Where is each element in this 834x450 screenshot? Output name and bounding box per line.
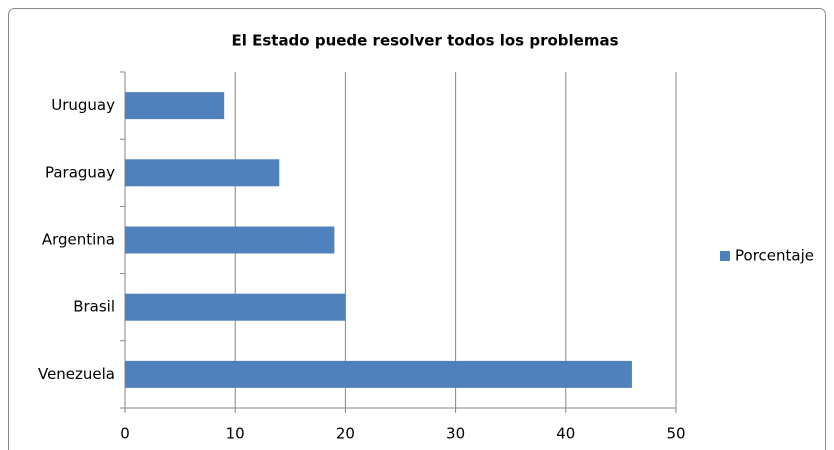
bar [125,293,346,321]
y-tick-label: Venezuela [38,365,115,383]
x-tick-label: 10 [226,425,245,443]
x-tick-label: 40 [556,425,575,443]
bar [125,226,335,254]
chart-title: El Estado puede resolver todos los probl… [231,32,618,50]
x-tick-label: 20 [336,425,355,443]
y-tick-label: Brasil [73,298,115,316]
legend-label: Porcentaje [735,247,814,265]
legend-swatch [720,251,730,261]
y-tick-label: Uruguay [51,96,115,114]
y-tick-label: Argentina [42,231,115,249]
bar [125,159,280,187]
x-tick-label: 50 [666,425,685,443]
x-tick-label: 0 [120,425,130,443]
bar [125,92,225,120]
x-tick-label: 30 [446,425,465,443]
bar [125,360,632,388]
y-tick-label: Paraguay [45,163,115,181]
